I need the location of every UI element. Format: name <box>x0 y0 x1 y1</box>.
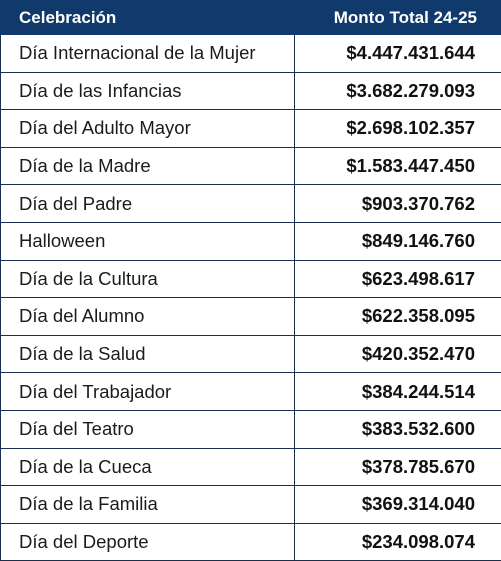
header-row: Celebración Monto Total 24-25 <box>1 1 501 35</box>
amount-cell: $383.532.600 <box>295 410 501 448</box>
celebration-name-cell: Día de la Madre <box>1 147 295 185</box>
table-body: Día Internacional de la Mujer$4.447.431.… <box>1 35 501 561</box>
celebration-name-cell: Día del Trabajador <box>1 373 295 411</box>
table-row: Día del Teatro$383.532.600 <box>1 410 501 448</box>
celebration-name-cell: Día de la Salud <box>1 335 295 373</box>
celebration-name-cell: Día del Deporte <box>1 523 295 561</box>
table-row: Día de la Familia$369.314.040 <box>1 486 501 524</box>
celebration-name-cell: Día Internacional de la Mujer <box>1 35 295 73</box>
table-row: Día del Padre$903.370.762 <box>1 185 501 223</box>
amount-cell: $234.098.074 <box>295 523 501 561</box>
amount-cell: $849.146.760 <box>295 222 501 260</box>
amount-cell: $420.352.470 <box>295 335 501 373</box>
amount-cell: $3.682.279.093 <box>295 72 501 110</box>
header-amount: Monto Total 24-25 <box>295 1 501 35</box>
table-row: Día Internacional de la Mujer$4.447.431.… <box>1 35 501 73</box>
table-row: Día de la Cueca$378.785.670 <box>1 448 501 486</box>
amount-cell: $369.314.040 <box>295 486 501 524</box>
celebration-name-cell: Día del Alumno <box>1 298 295 336</box>
table-row: Día de la Salud$420.352.470 <box>1 335 501 373</box>
celebration-name-cell: Día de la Cultura <box>1 260 295 298</box>
amount-cell: $4.447.431.644 <box>295 35 501 73</box>
amount-cell: $378.785.670 <box>295 448 501 486</box>
amount-cell: $623.498.617 <box>295 260 501 298</box>
celebration-name-cell: Halloween <box>1 222 295 260</box>
table-row: Halloween$849.146.760 <box>1 222 501 260</box>
celebration-name-cell: Día del Adulto Mayor <box>1 110 295 148</box>
table-row: Día del Trabajador$384.244.514 <box>1 373 501 411</box>
table-row: Día del Alumno$622.358.095 <box>1 298 501 336</box>
table-row: Día de las Infancias$3.682.279.093 <box>1 72 501 110</box>
header-celebration: Celebración <box>1 1 295 35</box>
celebration-name-cell: Día del Teatro <box>1 410 295 448</box>
table-row: Día de la Cultura$623.498.617 <box>1 260 501 298</box>
table-row: Día del Deporte$234.098.074 <box>1 523 501 561</box>
amount-cell: $2.698.102.357 <box>295 110 501 148</box>
celebration-name-cell: Día de la Familia <box>1 486 295 524</box>
amount-cell: $903.370.762 <box>295 185 501 223</box>
celebration-name-cell: Día de la Cueca <box>1 448 295 486</box>
table-row: Día del Adulto Mayor$2.698.102.357 <box>1 110 501 148</box>
celebration-name-cell: Día del Padre <box>1 185 295 223</box>
table-header: Celebración Monto Total 24-25 <box>1 1 501 35</box>
table-row: Día de la Madre$1.583.447.450 <box>1 147 501 185</box>
amount-cell: $622.358.095 <box>295 298 501 336</box>
amount-cell: $384.244.514 <box>295 373 501 411</box>
celebration-name-cell: Día de las Infancias <box>1 72 295 110</box>
amount-cell: $1.583.447.450 <box>295 147 501 185</box>
